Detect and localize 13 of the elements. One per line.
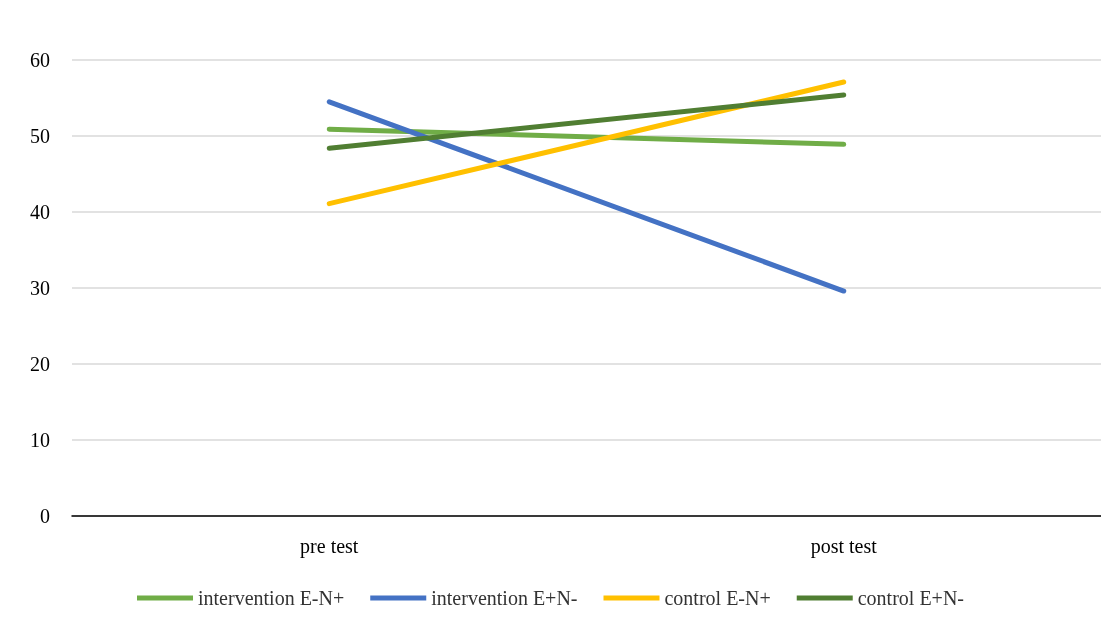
y-tick-label: 50: [30, 125, 50, 147]
legend-label: intervention E-N+: [198, 587, 345, 609]
legend-label: intervention E+N-: [431, 587, 578, 609]
y-tick-label: 40: [30, 201, 50, 223]
y-tick-label: 30: [30, 277, 50, 299]
x-tick-label: post test: [810, 535, 878, 558]
y-tick-label: 0: [40, 505, 50, 527]
legend-label: control E+N-: [857, 587, 964, 609]
legend-label: control E-N+: [664, 587, 771, 609]
y-tick-label: 10: [30, 429, 50, 451]
y-tick-label: 20: [30, 353, 50, 375]
y-tick-label: 60: [30, 49, 50, 71]
x-tick-label: pre test: [300, 535, 359, 558]
